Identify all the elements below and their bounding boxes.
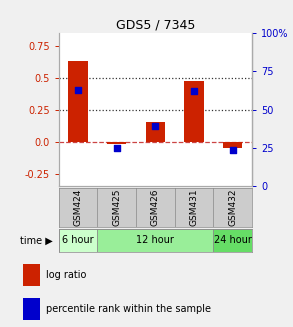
Text: GSM432: GSM432 (228, 189, 237, 226)
Bar (107, 142, 126, 144)
Bar (68, 61, 88, 142)
Point (192, 89, 196, 94)
Text: 6 hour: 6 hour (62, 235, 94, 245)
Text: GSM425: GSM425 (112, 189, 121, 226)
Bar (146, 122, 165, 142)
Point (76, 87, 80, 92)
Title: GDS5 / 7345: GDS5 / 7345 (116, 19, 195, 31)
Point (114, 145, 119, 150)
Bar (213, 229, 252, 252)
Text: time ▶: time ▶ (20, 235, 53, 245)
Bar (23, 298, 40, 320)
Text: 12 hour: 12 hour (136, 235, 174, 245)
Text: log ratio: log ratio (46, 270, 86, 280)
Text: GSM431: GSM431 (190, 189, 198, 227)
Bar (23, 265, 40, 286)
Text: 24 hour: 24 hour (214, 235, 252, 245)
Bar (184, 81, 204, 142)
Text: percentile rank within the sample: percentile rank within the sample (46, 304, 211, 314)
Bar (223, 142, 242, 148)
Text: GSM424: GSM424 (74, 189, 82, 226)
Point (230, 147, 235, 152)
Bar (59, 229, 97, 252)
Point (153, 124, 158, 129)
Bar (97, 229, 213, 252)
Text: GSM426: GSM426 (151, 189, 160, 226)
